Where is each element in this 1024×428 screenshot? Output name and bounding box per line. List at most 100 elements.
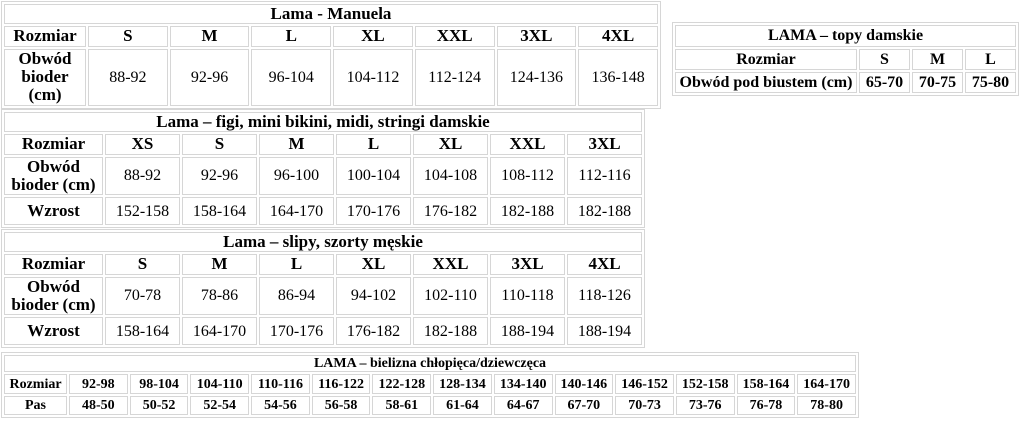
cell-value: 61-64 — [433, 396, 492, 416]
cell-value: 88-92 — [88, 48, 168, 106]
column-header: M — [169, 26, 250, 47]
table-title: Lama – figi, mini bikini, midi, stringi … — [4, 112, 642, 133]
column-header: 98-104 — [129, 374, 189, 395]
column-header: M — [259, 134, 334, 155]
cell-value: 170-176 — [336, 197, 411, 226]
cell-value: 100-104 — [336, 156, 411, 196]
cell-value: 158-164 — [105, 317, 180, 346]
cell-value: 182-188 — [490, 197, 565, 226]
column-header: XXL — [414, 26, 495, 47]
cell-value: 92-96 — [182, 156, 257, 196]
cell-value: 108-112 — [490, 156, 565, 196]
cell-value: 152-158 — [105, 197, 180, 226]
column-header: XXL — [490, 134, 565, 155]
cell-value: 48-50 — [69, 396, 128, 416]
cell-value: 78-86 — [182, 276, 257, 316]
cell-value: 112-124 — [414, 48, 495, 106]
cell-value: 164-170 — [259, 197, 334, 226]
column-header: 164-170 — [797, 374, 856, 395]
column-header: 146-152 — [615, 374, 674, 395]
column-header: 140-146 — [554, 374, 614, 395]
column-header: S — [88, 26, 168, 47]
column-header: XS — [105, 134, 180, 155]
column-header: L — [965, 49, 1016, 70]
size-table-bielizna-dziecieca: LAMA – bielizna chłopięca/dziewczęca Rozm… — [1, 352, 859, 419]
size-label: Rozmiar — [675, 49, 857, 70]
column-header: 122-128 — [372, 374, 432, 395]
cell-value: 136-148 — [578, 48, 658, 106]
column-header: M — [182, 254, 257, 275]
cell-value: 182-188 — [413, 317, 488, 346]
column-header: 128-134 — [433, 374, 492, 395]
cell-value: 70-75 — [912, 72, 963, 93]
column-header: 110-116 — [251, 374, 310, 395]
column-header: S — [859, 49, 910, 70]
cell-value: 158-164 — [182, 197, 257, 226]
column-header: 3XL — [567, 134, 642, 155]
row-label: Wzrost — [4, 197, 103, 226]
cell-value: 64-67 — [493, 396, 553, 416]
column-header: 104-110 — [190, 374, 250, 395]
cell-value: 118-126 — [567, 276, 642, 316]
column-header: L — [259, 254, 334, 275]
table-title: LAMA – bielizna chłopięca/dziewczęca — [4, 355, 856, 373]
cell-value: 58-61 — [372, 396, 432, 416]
column-header: 3XL — [490, 254, 565, 275]
cell-value: 76-78 — [736, 396, 796, 416]
cell-value: 78-80 — [797, 396, 856, 416]
cell-value: 88-92 — [105, 156, 180, 196]
column-header: XL — [333, 26, 413, 47]
cell-value: 182-188 — [567, 197, 642, 226]
cell-value: 176-182 — [336, 317, 411, 346]
table-title: LAMA – topy damskie — [675, 25, 1016, 47]
size-label: Rozmiar — [4, 134, 103, 155]
cell-value: 188-194 — [567, 317, 642, 346]
row-label: Obwód bioder (cm) — [4, 156, 103, 196]
size-table-figi-damskie: Lama – figi, mini bikini, midi, stringi … — [1, 109, 645, 229]
cell-value: 110-118 — [490, 276, 565, 316]
cell-value: 170-176 — [259, 317, 334, 346]
size-label: Rozmiar — [4, 254, 103, 275]
size-label: Rozmiar — [4, 374, 67, 395]
cell-value: 86-94 — [259, 276, 334, 316]
cell-value: 54-56 — [251, 396, 310, 416]
size-table-topy-damskie: LAMA – topy damskie Rozmiar S M L Obwód pod b… — [672, 22, 1019, 96]
cell-value: 102-110 — [413, 276, 488, 316]
size-table-slipy-meskie: Lama – slipy, szorty męskie Rozmiar S M L XL X… — [1, 229, 645, 349]
column-header: 134-140 — [493, 374, 553, 395]
cell-value: 112-116 — [567, 156, 642, 196]
column-header: 116-122 — [311, 374, 371, 395]
column-header: S — [182, 134, 257, 155]
cell-value: 176-182 — [413, 197, 488, 226]
column-header: S — [105, 254, 180, 275]
cell-value: 104-108 — [413, 156, 488, 196]
column-header: L — [251, 26, 332, 47]
cell-value: 65-70 — [859, 72, 910, 93]
cell-value: 96-100 — [259, 156, 334, 196]
size-label: Rozmiar — [4, 26, 86, 47]
cell-value: 73-76 — [675, 396, 735, 416]
size-table-manuela: Lama - Manuela Rozmiar S M L XL XXL 3XL 4XL Obwód… — [1, 1, 661, 109]
cell-value: 96-104 — [251, 48, 332, 106]
column-header: 3XL — [496, 26, 577, 47]
cell-value: 104-112 — [333, 48, 413, 106]
row-label: Obwód bioder (cm) — [4, 48, 86, 106]
cell-value: 50-52 — [129, 396, 189, 416]
cell-value: 52-54 — [190, 396, 250, 416]
column-header: 152-158 — [675, 374, 735, 395]
cell-value: 70-73 — [615, 396, 674, 416]
column-header: 4XL — [578, 26, 658, 47]
column-header: XL — [336, 254, 411, 275]
row-label: Obwód bioder (cm) — [4, 276, 103, 316]
column-header: L — [336, 134, 411, 155]
cell-value: 75-80 — [965, 72, 1016, 93]
table-title: Lama - Manuela — [4, 4, 658, 25]
row-label: Wzrost — [4, 317, 103, 346]
cell-value: 92-96 — [169, 48, 250, 106]
column-header: 4XL — [567, 254, 642, 275]
cell-value: 188-194 — [490, 317, 565, 346]
cell-value: 94-102 — [336, 276, 411, 316]
table-title: Lama – slipy, szorty męskie — [4, 232, 642, 253]
column-header: XXL — [413, 254, 488, 275]
